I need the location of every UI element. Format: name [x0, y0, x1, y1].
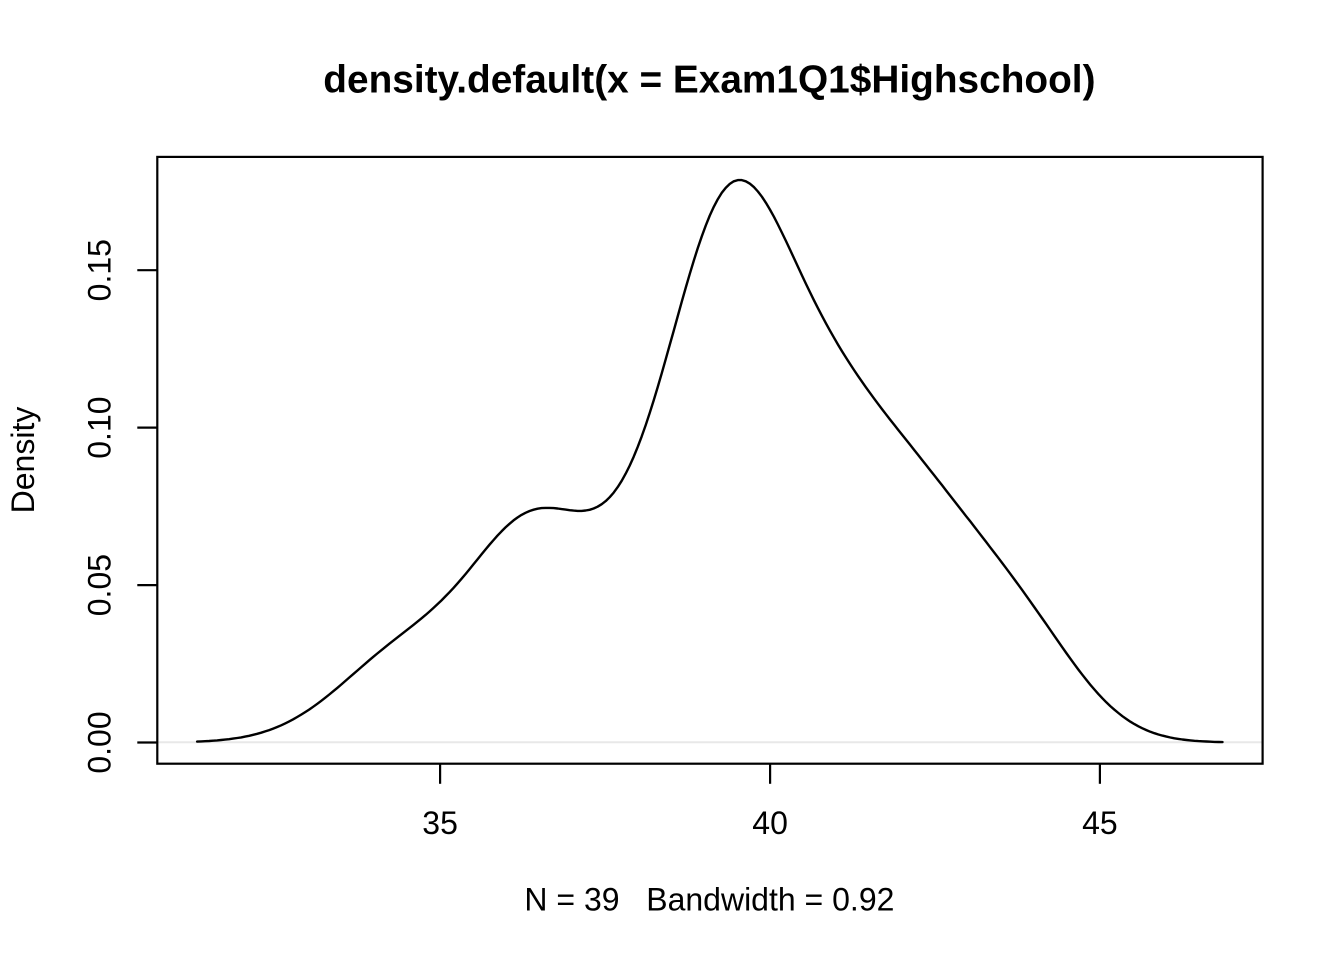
svg-text:Density: Density	[5, 407, 41, 514]
svg-text:35: 35	[422, 805, 458, 841]
svg-text:density.default(x = Exam1Q1$Hi: density.default(x = Exam1Q1$Highschool)	[323, 59, 1095, 102]
svg-text:0.00: 0.00	[82, 711, 118, 773]
svg-text:0.15: 0.15	[82, 239, 118, 301]
svg-text:45: 45	[1082, 805, 1118, 841]
svg-text:40: 40	[752, 805, 788, 841]
svg-text:N = 39 Bandwidth = 0.92: N = 39 Bandwidth = 0.92	[524, 882, 894, 918]
svg-text:0.10: 0.10	[82, 396, 118, 458]
svg-text:0.05: 0.05	[82, 554, 118, 616]
